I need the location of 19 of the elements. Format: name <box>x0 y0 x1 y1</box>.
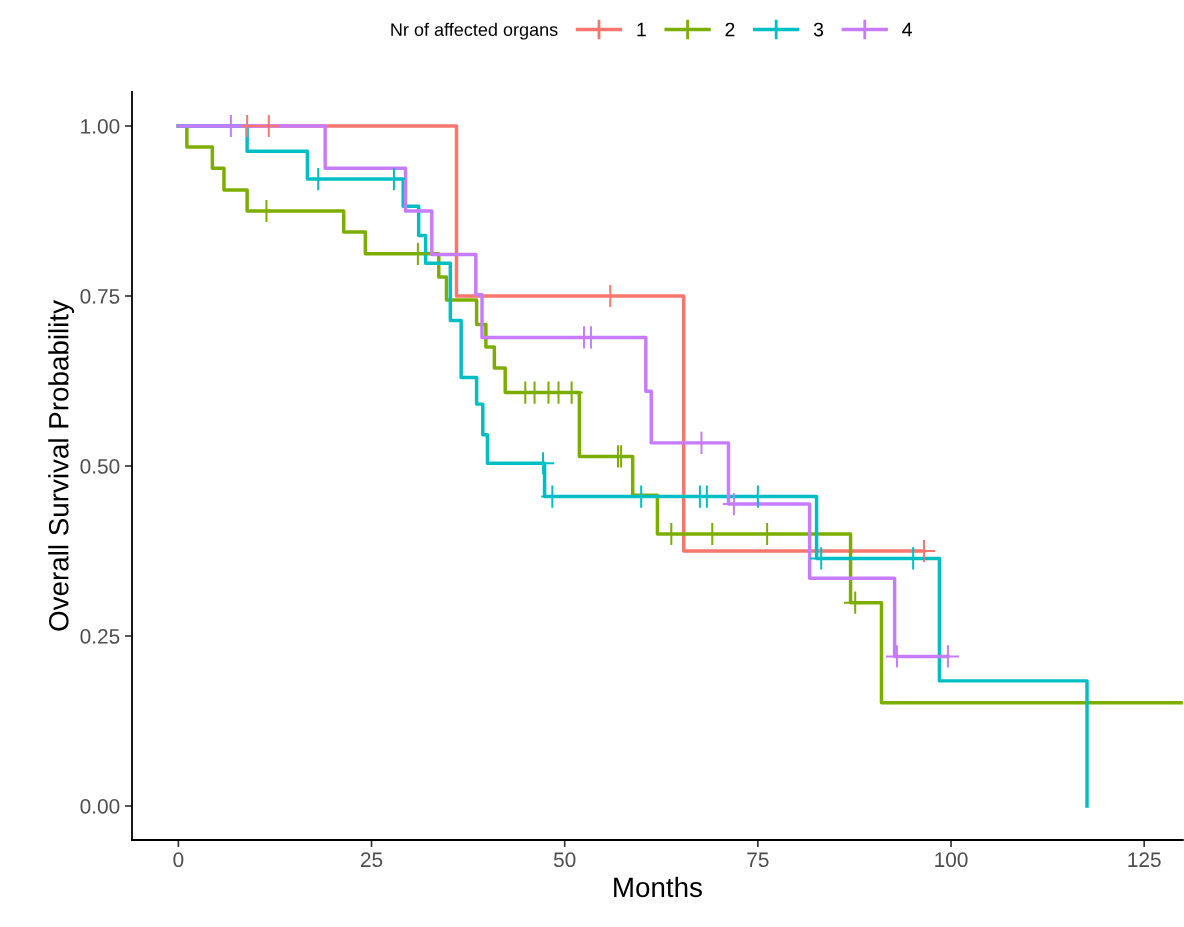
x-tick-label: 100 <box>935 852 968 868</box>
x-tick-label: 0 <box>173 852 184 868</box>
x-axis-title: Months <box>614 876 702 898</box>
x-tick-label: 25 <box>360 852 383 868</box>
y-tick-label: 0.50 <box>80 459 120 474</box>
x-tick-label: 75 <box>747 852 769 868</box>
legend-label: 2 <box>725 22 735 37</box>
legend-label: 3 <box>813 22 824 37</box>
y-tick-label: 1.00 <box>81 119 120 134</box>
legend-label: 4 <box>902 22 912 37</box>
y-tick-label: 0.25 <box>80 629 120 644</box>
x-tick-label: 125 <box>1128 852 1161 868</box>
y-tick-label: 0.00 <box>80 799 120 814</box>
legend-title: Nr of affected organs <box>391 22 558 40</box>
legend-label: 1 <box>637 22 646 37</box>
x-tick-label: 50 <box>553 852 576 868</box>
y-tick-label: 0.75 <box>80 289 120 304</box>
point <box>257 114 280 138</box>
y-axis-title: Overall Survival Probability <box>48 300 75 631</box>
